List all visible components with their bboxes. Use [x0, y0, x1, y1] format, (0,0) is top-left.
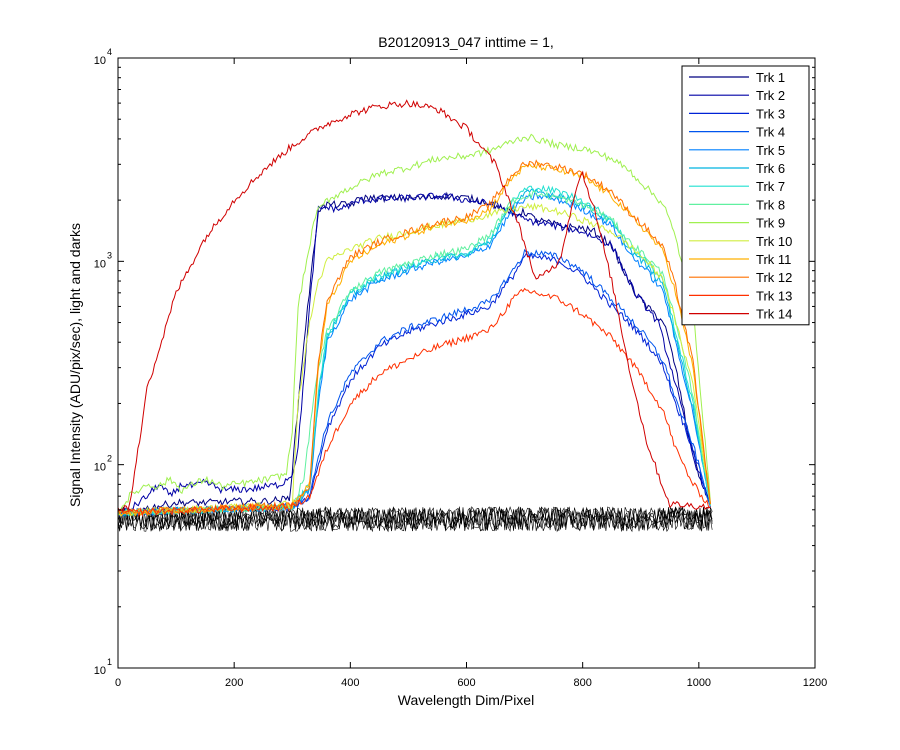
series-line-trk-9 — [118, 133, 711, 516]
legend: Trk 1 Trk 2 Trk 3 Trk 4 Trk 5 Trk 6 Trk 7 Trk 8… — [681, 65, 810, 326]
y-tick-exponent: 3 — [107, 250, 112, 260]
y-tick-label: 10 — [94, 665, 106, 677]
legend-label: Trk 4 — [756, 125, 785, 140]
series-layer — [118, 99, 713, 533]
x-tick-label: 400 — [341, 677, 359, 689]
legend-label: Trk 8 — [756, 197, 785, 212]
y-tick-label: 10 — [94, 55, 106, 67]
dark-frame-trace — [118, 506, 713, 533]
legend-label: Trk 11 — [756, 252, 791, 267]
legend-label: Trk 5 — [756, 143, 785, 158]
x-tick-label: 800 — [573, 677, 591, 689]
y-tick-exponent: 4 — [107, 47, 112, 57]
x-tick-label: 0 — [115, 677, 121, 689]
x-tick-label: 1000 — [687, 677, 711, 689]
y-tick-label: 10 — [94, 258, 106, 270]
y-tick-exponent: 1 — [107, 657, 112, 667]
legend-box — [681, 65, 810, 326]
chart-title: B20120913_047 inttime = 1, — [378, 34, 554, 50]
legend-label: Trk 14 — [756, 307, 792, 322]
x-axis: 0 200 400 600 800 1000 1200 — [115, 58, 827, 689]
legend-label: Trk 13 — [756, 288, 792, 303]
x-axis-label: Wavelength Dim/Pixel — [398, 692, 534, 708]
series-line-trk-2 — [118, 192, 711, 517]
y-tick-label: 10 — [94, 462, 106, 474]
legend-label: Trk 7 — [756, 179, 785, 194]
legend-label: Trk 10 — [756, 234, 792, 249]
x-tick-label: 600 — [457, 677, 475, 689]
x-tick-label: 1200 — [803, 677, 827, 689]
dark-frame-trace — [118, 506, 713, 533]
legend-label: Trk 2 — [756, 88, 785, 103]
series-line-trk-13 — [118, 287, 711, 518]
y-tick-exponent: 2 — [107, 454, 112, 464]
legend-label: Trk 12 — [756, 270, 792, 285]
series-line-trk-14 — [118, 99, 711, 512]
legend-label: Trk 1 — [756, 70, 785, 85]
y-axis-label: Signal Intensity (ADU/pix/sec), light an… — [67, 223, 83, 507]
legend-label: Trk 6 — [756, 161, 785, 176]
legend-label: Trk 3 — [756, 106, 785, 121]
series-lines — [118, 99, 711, 518]
legend-label: Trk 9 — [756, 216, 785, 231]
x-tick-label: 200 — [225, 677, 243, 689]
series-line-trk-8 — [118, 190, 711, 516]
